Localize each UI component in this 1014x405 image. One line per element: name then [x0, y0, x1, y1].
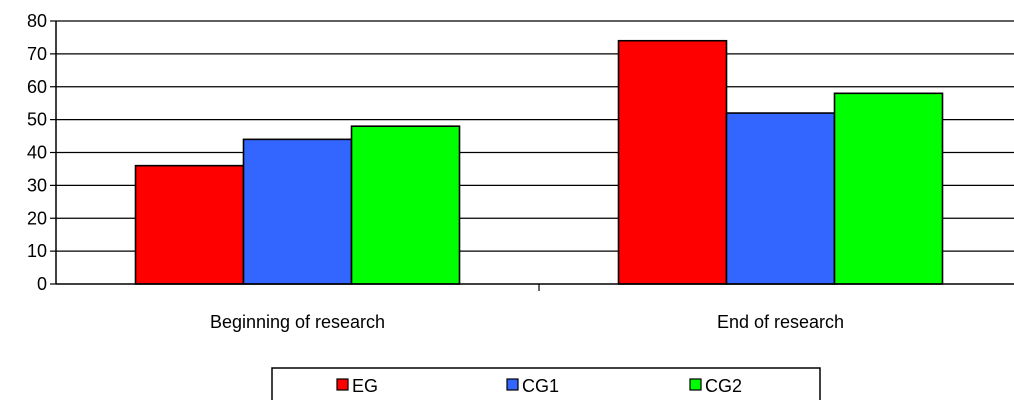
legend-swatch-eg: [336, 378, 349, 391]
bar-cg2-beginning: [350, 125, 461, 285]
legend-label-cg1: CG1: [522, 376, 559, 396]
legend-label-eg: EG: [352, 376, 378, 396]
x-category-label: End of research: [717, 312, 844, 332]
bar-eg-end: [617, 39, 728, 285]
y-tick-label: 70: [27, 44, 47, 64]
legend-swatch-cg1: [506, 378, 519, 391]
y-tick-label: 0: [37, 274, 47, 294]
legend-label-cg2: CG2: [705, 376, 742, 396]
y-tick-label: 30: [27, 175, 47, 195]
y-tick-label: 40: [27, 143, 47, 163]
y-tick-label: 50: [27, 110, 47, 130]
bar-cg2-end: [833, 92, 944, 285]
y-tick-labels: 0 10 20 30 40 50 60 70 80: [27, 11, 47, 294]
legend: EG CG1 CG2: [271, 367, 821, 403]
bars: [134, 39, 944, 285]
y-tick-label: 60: [27, 77, 47, 97]
y-tick-label: 10: [27, 241, 47, 261]
bar-eg-beginning: [134, 164, 245, 285]
y-tick-label: 20: [27, 208, 47, 228]
legend-swatch-cg2: [689, 378, 702, 391]
x-tick-labels: Beginning of research End of research: [210, 312, 844, 332]
bar-cg1-beginning: [242, 138, 353, 285]
x-category-label: Beginning of research: [210, 312, 385, 332]
y-tick-label: 80: [27, 11, 47, 31]
axes: [50, 20, 1014, 291]
legend-box: [271, 367, 821, 403]
bar-cg1-end: [725, 112, 836, 285]
